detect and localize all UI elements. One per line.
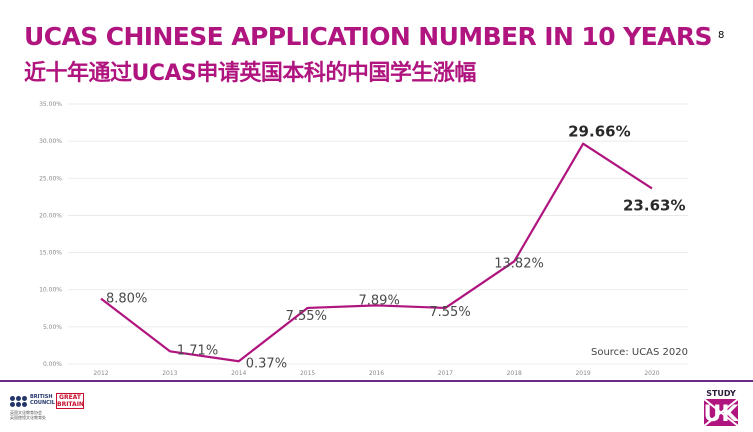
- y-tick-label: 30.00%: [39, 138, 62, 145]
- x-tick-label: 2018: [507, 370, 522, 377]
- data-label: 7.89%: [359, 293, 400, 308]
- british-council-logo: BRITISH COUNCIL: [10, 394, 55, 407]
- x-tick-label: 2014: [231, 370, 246, 377]
- y-tick-label: 35.00%: [39, 101, 62, 108]
- data-label: 7.55%: [286, 309, 327, 324]
- series-line: [100, 142, 653, 363]
- data-label: 1.71%: [177, 343, 218, 358]
- data-label: 0.37%: [246, 356, 287, 371]
- british-council-subtitle: 英国文化教育协会 英国使馆文化教育处: [10, 410, 46, 420]
- y-tick-label: 25.00%: [39, 175, 62, 182]
- x-tick-label: 2016: [369, 370, 384, 377]
- x-tick-label: 2017: [438, 370, 453, 377]
- data-label: 13.82%: [494, 256, 544, 271]
- great-line2: BRITAIN: [57, 401, 84, 408]
- y-tick-label: 10.00%: [39, 287, 62, 294]
- y-axis-ticks: 0.00% 5.00% 10.00% 15.00% 20.00% 25.00% 30.00%…: [39, 101, 62, 368]
- x-tick-label: 2013: [162, 370, 177, 377]
- study-word: STUDY: [706, 389, 736, 398]
- x-tick-label: 2012: [93, 370, 108, 377]
- british-council-dots-icon: [10, 396, 27, 407]
- x-tick-label: 2020: [644, 370, 659, 377]
- page-number: 8: [718, 30, 725, 41]
- y-tick-label: 0.00%: [43, 361, 62, 368]
- y-tick-label: 20.00%: [39, 212, 62, 219]
- slide-title-cn: 近十年通过UCAS申请英国本科的中国学生涨幅: [24, 61, 476, 86]
- uk-flag-cross-icon: [703, 398, 739, 427]
- data-label: 8.80%: [106, 292, 147, 307]
- chart-grid: [68, 103, 688, 365]
- y-tick-label: 15.00%: [39, 250, 62, 257]
- x-tick-label: 2019: [575, 370, 590, 377]
- footer-divider: [0, 380, 753, 382]
- study-uk-logo: STUDY UK: [703, 389, 740, 427]
- slide-title-en: UCAS CHINESE APPLICATION NUMBER IN 10 YE…: [24, 22, 712, 51]
- uk-word: UK: [704, 402, 740, 427]
- bc-line1: BRITISH: [30, 394, 53, 400]
- bc-sub2: 英国使馆文化教育处: [10, 415, 46, 420]
- data-label: 7.55%: [429, 305, 470, 320]
- bc-line2: COUNCIL: [30, 400, 55, 406]
- great-britain-logo: GREAT BRITAIN: [56, 393, 84, 409]
- data-label: 29.66%: [568, 123, 630, 141]
- source-annotation: Source: UCAS 2020: [591, 347, 688, 358]
- x-axis-ticks: 2012 2013 2014 2015 2016 2017 2018 2019 2020: [93, 370, 659, 377]
- bc-sub1: 英国文化教育协会: [10, 410, 42, 415]
- great-line1: GREAT: [59, 394, 81, 401]
- data-labels: 8.80% 1.71% 0.37% 7.55% 7.89% 7.55% 13.82% 29.6…: [106, 123, 685, 372]
- y-tick-label: 5.00%: [43, 324, 62, 331]
- data-label: 23.63%: [623, 196, 685, 214]
- line-chart: 0.00% 5.00% 10.00% 15.00% 20.00% 25.00% 30.00%…: [39, 101, 688, 377]
- x-tick-label: 2015: [300, 370, 315, 377]
